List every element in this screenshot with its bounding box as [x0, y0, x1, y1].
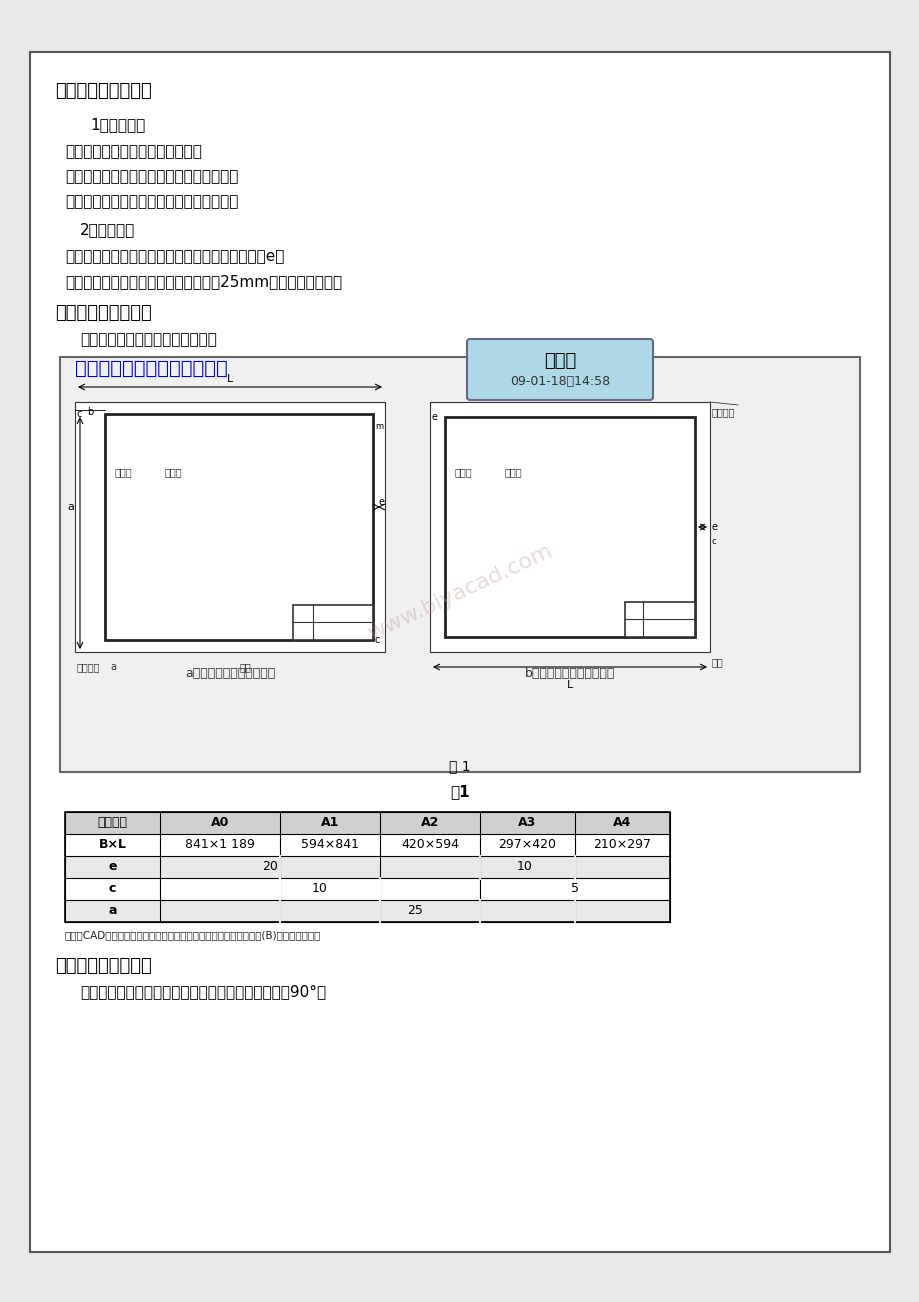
Text: 210×297: 210×297 — [593, 838, 651, 852]
Text: 不留装订边的图纸，其四周边框的宽度相似（均为e）: 不留装订边的图纸，其四周边框的宽度相似（均为e） — [65, 249, 284, 264]
Text: m: m — [375, 422, 382, 431]
Text: e: e — [711, 522, 717, 533]
Text: 09-01-18，14:58: 09-01-18，14:58 — [509, 375, 609, 388]
Text: 594×841: 594×841 — [301, 838, 358, 852]
Text: c: c — [108, 883, 116, 896]
Text: 幅面代号: 幅面代号 — [97, 816, 128, 829]
Text: e: e — [108, 861, 117, 874]
Text: 已修订: 已修订 — [543, 352, 575, 370]
Text: a: a — [67, 503, 74, 512]
Text: 420×594: 420×594 — [401, 838, 459, 852]
Text: 纸边界线: 纸边界线 — [77, 661, 100, 672]
Bar — [65, 812, 669, 922]
Text: 三、标题栏和明细栏: 三、标题栏和明细栏 — [55, 303, 152, 322]
Bar — [65, 812, 669, 835]
Text: e: e — [379, 497, 384, 506]
Text: 表1: 表1 — [449, 784, 470, 799]
Text: 841×1 189: 841×1 189 — [185, 838, 255, 852]
Bar — [105, 414, 372, 641]
Text: b: b — [86, 408, 93, 417]
Text: 在图纸上必须用粗实线画出图框。: 在图纸上必须用粗实线画出图框。 — [65, 145, 201, 159]
Text: 留装订边的图纸，其装订边宽度一律为25mm，其她三边一致。: 留装订边的图纸，其装订边宽度一律为25mm，其她三边一致。 — [65, 273, 342, 289]
Bar — [65, 900, 669, 922]
Text: 图纸幅面、图框格式、标题栏: 图纸幅面、图框格式、标题栏 — [75, 359, 228, 378]
FancyBboxPatch shape — [467, 339, 652, 400]
Bar — [75, 402, 384, 652]
Text: 5: 5 — [571, 883, 578, 896]
Text: a: a — [110, 661, 116, 672]
Bar — [65, 855, 669, 878]
Text: 20: 20 — [262, 861, 278, 874]
Text: 10: 10 — [516, 861, 532, 874]
Text: 标题栏: 标题栏 — [505, 467, 522, 477]
Text: c: c — [711, 536, 716, 546]
Text: 2、图框尺寸: 2、图框尺寸 — [80, 223, 135, 237]
Text: 二、图框格式和尺寸: 二、图框格式和尺寸 — [55, 82, 152, 100]
Text: B×L: B×L — [98, 838, 127, 852]
Text: a）带有装订边的图纸幅面: a）带有装订边的图纸幅面 — [185, 667, 275, 680]
Bar — [624, 602, 694, 637]
Text: e: e — [432, 411, 437, 422]
Text: A4: A4 — [613, 816, 631, 829]
Text: a: a — [108, 905, 117, 918]
Text: A0: A0 — [210, 816, 229, 829]
Bar — [292, 605, 372, 641]
Text: 图框线: 图框线 — [455, 467, 472, 477]
Text: 1、图框格式: 1、图框格式 — [90, 117, 145, 132]
Text: 图框线: 图框线 — [115, 467, 132, 477]
Bar — [429, 402, 709, 652]
Text: A3: A3 — [517, 816, 536, 829]
Bar — [445, 417, 694, 637]
Text: 同一产品中因此图样均应采用同一种格式。: 同一产品中因此图样均应采用同一种格式。 — [65, 194, 238, 210]
Text: 周边: 周边 — [240, 661, 252, 672]
Text: 图 1: 图 1 — [448, 759, 471, 773]
Text: 纸边界线: 纸边界线 — [711, 408, 734, 417]
Text: 标题栏: 标题栏 — [165, 467, 183, 477]
Text: 周边: 周边 — [711, 658, 723, 667]
Text: L: L — [566, 680, 573, 690]
Text: 为了运用预先印制好的图纸，容许将图纸逆时针旋转90°。: 为了运用预先印制好的图纸，容许将图纸逆时针旋转90°。 — [80, 984, 325, 999]
Text: c: c — [375, 635, 380, 644]
Text: L: L — [227, 374, 233, 384]
Bar — [60, 357, 859, 772]
Bar — [65, 878, 669, 900]
Text: 297×420: 297×420 — [498, 838, 556, 852]
Text: 10: 10 — [312, 883, 327, 896]
Text: 图框有两种格式：不留装订边和留装订边。: 图框有两种格式：不留装订边和留装订边。 — [65, 169, 238, 184]
Text: 四、看图方向的规定: 四、看图方向的规定 — [55, 957, 152, 975]
Text: c: c — [77, 409, 83, 419]
Text: www.biyacad.com: www.biyacad.com — [364, 540, 555, 643]
Text: 25: 25 — [406, 905, 423, 918]
Text: 注：在CAD绘图中对图纸有加长加宽的要求时，应按基本幅面的短边(B)成整数倍增加。: 注：在CAD绘图中对图纸有加长加宽的要求时，应按基本幅面的短边(B)成整数倍增加… — [65, 930, 321, 940]
Text: A2: A2 — [420, 816, 438, 829]
Bar — [65, 835, 669, 855]
Text: A1: A1 — [321, 816, 339, 829]
Text: 标题栏一般应位于图纸的右下角。: 标题栏一般应位于图纸的右下角。 — [80, 332, 217, 348]
Text: b）不带装订边的图纸幅面: b）不带装订边的图纸幅面 — [524, 667, 615, 680]
